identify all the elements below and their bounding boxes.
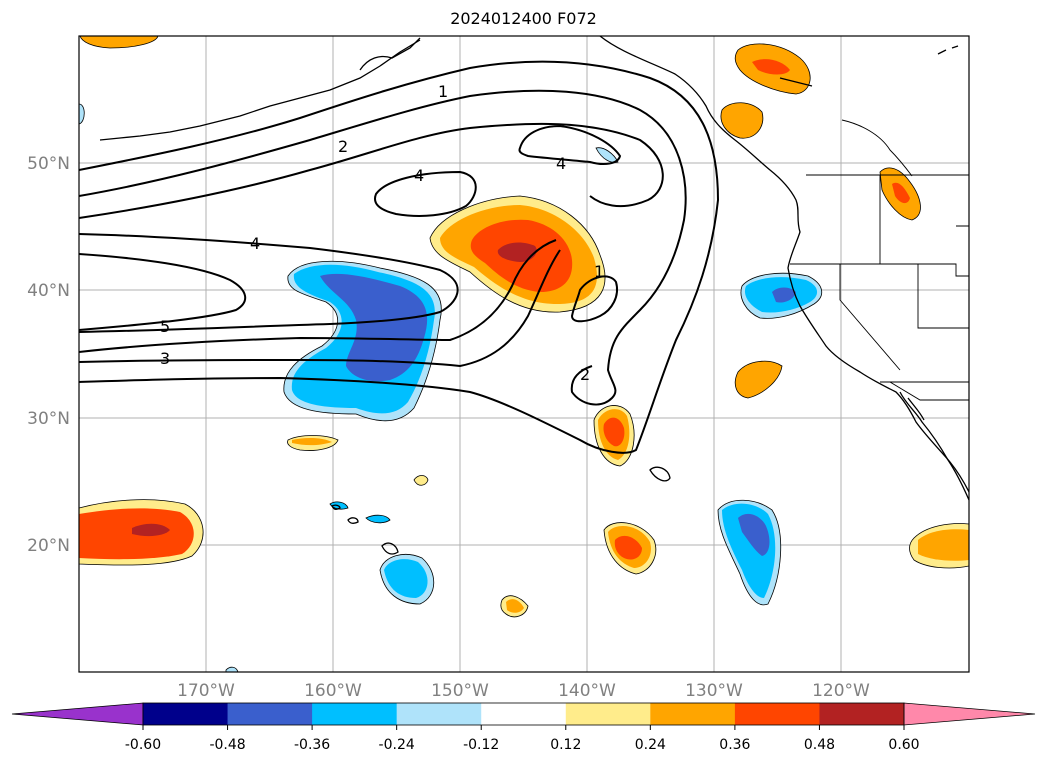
colorbar-extend-above — [903, 702, 1036, 726]
lon-label: 170°W — [177, 681, 235, 701]
lon-label: 140°W — [558, 681, 616, 701]
colorbar-bin — [143, 703, 229, 725]
gridlines — [79, 36, 969, 672]
lat-label: 40°N — [27, 281, 70, 301]
colorbar-bin — [650, 703, 736, 725]
colorbar-bin — [819, 703, 905, 725]
contour-lines — [79, 60, 720, 454]
map-background — [79, 36, 969, 672]
lon-label: 150°W — [431, 681, 489, 701]
contour-label: 2 — [580, 365, 590, 384]
colorbar-bin — [227, 703, 313, 725]
colorbar: -0.60 -0.48 -0.36 -0.24 -0.12 0.12 0.24 0.36 0.4… — [11, 702, 1036, 753]
colorbar-tick-label: -0.36 — [294, 737, 330, 753]
colorbar-tick-label: -0.12 — [463, 737, 499, 753]
coastlines — [99, 36, 969, 555]
negative-anomaly-patches — [79, 103, 822, 672]
state-borders — [790, 119, 969, 401]
colorbar-tick-label: 0.36 — [719, 737, 750, 753]
colorbar-tick-label: 0.24 — [635, 737, 666, 753]
colorbar-outline — [142, 702, 905, 726]
contour-label: 5 — [160, 317, 170, 336]
colorbar-bin — [396, 703, 482, 725]
colorbar-bin — [312, 703, 398, 725]
colorbar-tick-label: -0.48 — [209, 737, 245, 753]
colorbar-extend-below — [11, 702, 144, 726]
contour-label: 4 — [250, 234, 260, 253]
contour-label: 1 — [438, 82, 448, 101]
colorbar-tick-label: -0.60 — [125, 737, 161, 753]
colorbar-tick-label: 0.12 — [550, 737, 581, 753]
contour-label: 2 — [338, 137, 348, 156]
map-frame — [78, 35, 970, 673]
lon-label: 130°W — [685, 681, 743, 701]
contour-labels: 1 2 4 4 4 5 3 1 2 — [160, 82, 604, 384]
latitude-labels: 50°N 40°N 30°N 20°N — [27, 154, 70, 556]
colorbar-bins — [143, 703, 905, 725]
colorbar-bin — [481, 703, 567, 725]
lat-label: 50°N — [27, 154, 70, 174]
lon-label: 120°W — [812, 681, 870, 701]
colorbar-bin — [734, 703, 820, 725]
colorbar-bin — [565, 703, 651, 725]
contour-label: 1 — [594, 262, 604, 281]
colorbar-tick-label: 0.48 — [804, 737, 835, 753]
contour-label: 4 — [414, 166, 424, 185]
contour-label: 3 — [160, 349, 170, 368]
contour-label: 4 — [556, 154, 566, 173]
colorbar-tick-label: 0.60 — [888, 737, 919, 753]
lon-label: 160°W — [304, 681, 362, 701]
map-panel: 1 2 4 4 4 5 3 1 2 — [78, 35, 970, 673]
longitude-labels: 170°W 160°W 150°W 140°W 130°W 120°W — [177, 681, 870, 701]
lat-label: 30°N — [27, 409, 70, 429]
lat-label: 20°N — [27, 536, 70, 556]
colorbar-ticks: -0.60 -0.48 -0.36 -0.24 -0.12 0.12 0.24 0.36 0.4… — [125, 725, 920, 753]
map-title: 2024012400 F072 — [450, 9, 597, 28]
colorbar-tick-label: -0.24 — [379, 737, 415, 753]
